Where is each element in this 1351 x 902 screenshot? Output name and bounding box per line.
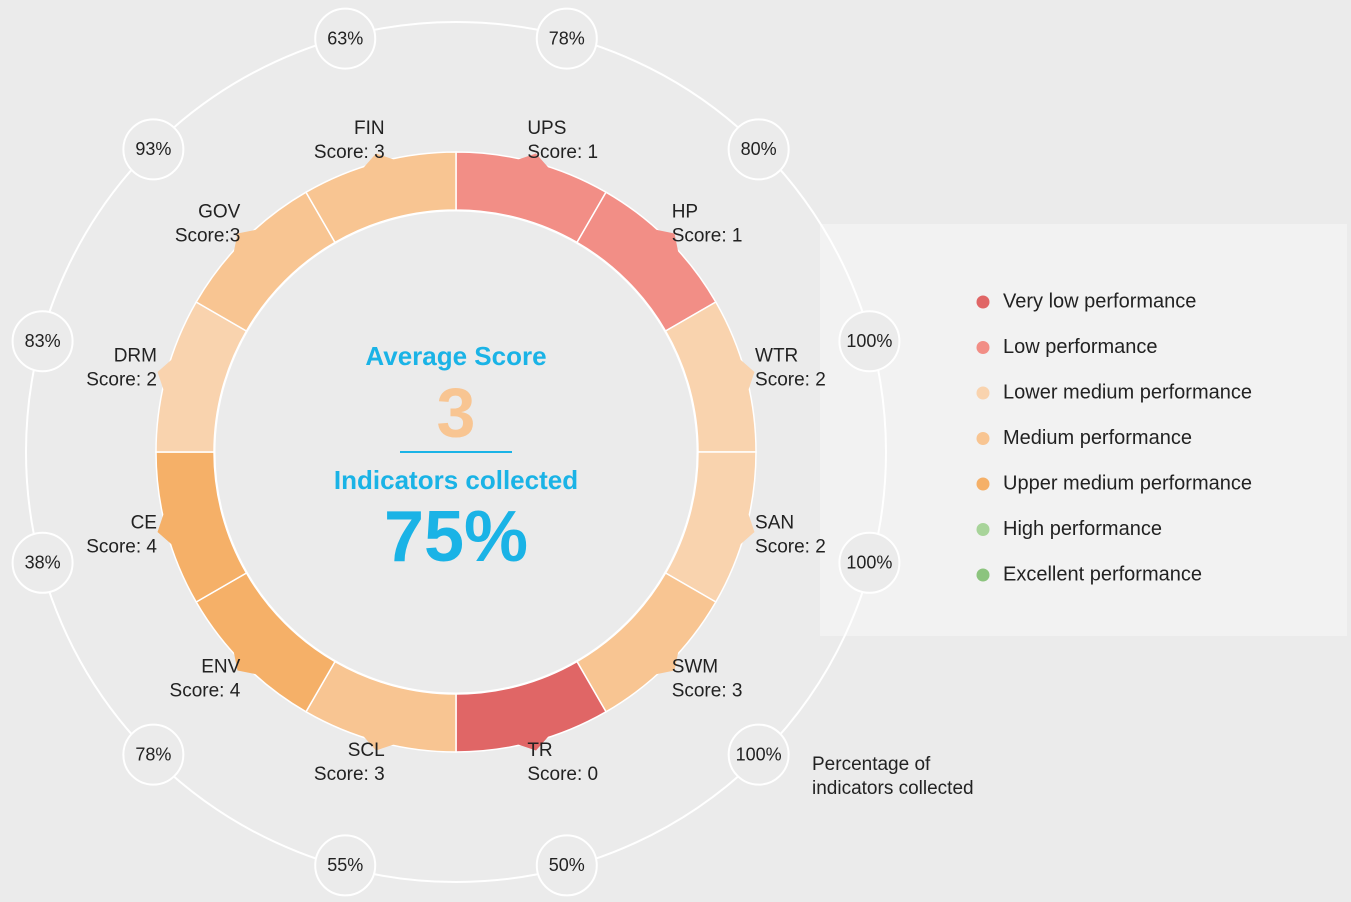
outer-ring xyxy=(25,21,887,883)
legend-label: Excellent performance xyxy=(1003,563,1202,585)
percentage-label: 100% xyxy=(846,331,892,351)
category-label: TR xyxy=(527,740,552,761)
percentage-label: 38% xyxy=(25,553,61,573)
percentage-badge xyxy=(122,723,185,786)
legend-dot xyxy=(976,523,990,536)
percentage-badge xyxy=(727,723,790,786)
category-label: ENV xyxy=(201,657,240,678)
center-value: 3 xyxy=(437,373,476,451)
legend-label: Low performance xyxy=(1003,336,1158,358)
segment-notch xyxy=(656,652,679,675)
percentage-badge xyxy=(838,531,901,594)
legend-dot xyxy=(976,341,990,354)
legend-label: Lower medium performance xyxy=(1003,381,1252,403)
percentage-badge xyxy=(314,834,377,897)
percentage-note: indicators collected xyxy=(812,778,974,799)
category-label: GOV xyxy=(198,201,241,222)
score-label: Score:3 xyxy=(175,225,240,246)
score-label: Score: 1 xyxy=(672,225,743,246)
segment-notch xyxy=(233,652,256,675)
segment-notch xyxy=(740,359,755,390)
percentage-badge xyxy=(535,7,598,70)
category-label: UPS xyxy=(527,118,566,139)
score-label: Score: 1 xyxy=(527,142,598,163)
percentage-label: 100% xyxy=(736,744,782,764)
score-label: Score: 4 xyxy=(86,536,157,557)
legend-dot xyxy=(976,295,990,309)
category-label: FIN xyxy=(354,118,385,139)
percentage-label: 93% xyxy=(135,139,171,159)
category-label: WTR xyxy=(755,346,798,367)
segment-notch xyxy=(157,514,172,545)
percentage-badge xyxy=(838,310,901,373)
center-title: Average Score xyxy=(365,341,546,371)
segment-notch xyxy=(363,736,394,751)
category-label: SCL xyxy=(348,740,385,761)
score-label: Score: 3 xyxy=(314,142,385,163)
category-label: SWM xyxy=(672,657,718,678)
score-label: Score: 3 xyxy=(672,681,743,702)
percentage-label: 83% xyxy=(25,331,61,351)
segment-notch xyxy=(518,153,549,168)
score-label: Score: 2 xyxy=(86,370,157,391)
segment-notch xyxy=(518,736,549,751)
center-value2: 75% xyxy=(384,497,528,577)
percentage-label: 50% xyxy=(549,855,585,875)
category-label: SAN xyxy=(755,512,794,533)
category-label: CE xyxy=(131,512,157,533)
segment-notch xyxy=(233,229,256,252)
score-label: Score: 2 xyxy=(755,536,826,557)
percentage-badge xyxy=(122,118,185,181)
percentage-label: 80% xyxy=(741,139,777,159)
percentage-badge xyxy=(314,7,377,70)
legend-dot xyxy=(976,432,990,445)
segment-notch xyxy=(656,229,679,252)
score-label: Score: 4 xyxy=(170,681,241,702)
percentage-label: 63% xyxy=(327,28,363,48)
score-label: Score: 3 xyxy=(314,764,385,785)
segment-notch xyxy=(740,514,755,545)
legend-label: High performance xyxy=(1003,518,1162,540)
percentage-label: 100% xyxy=(846,553,892,573)
legend-label: Medium performance xyxy=(1003,427,1192,449)
category-label: DRM xyxy=(114,346,157,367)
percentage-label: 78% xyxy=(135,744,171,764)
legend-label: Upper medium performance xyxy=(1003,472,1252,494)
percentage-label: 78% xyxy=(549,28,585,48)
segment xyxy=(304,151,457,244)
center-subtitle: Indicators collected xyxy=(334,465,578,495)
percentage-badge xyxy=(11,531,74,594)
percentage-label: 55% xyxy=(327,855,363,875)
legend-dot xyxy=(976,568,990,582)
score-label: Score: 2 xyxy=(755,370,826,391)
category-label: HP xyxy=(672,201,698,222)
legend-label: Very low performance xyxy=(1003,290,1196,312)
legend-dot xyxy=(976,477,990,491)
score-label: Score: 0 xyxy=(527,764,598,785)
percentage-note: Percentage of xyxy=(812,754,931,775)
percentage-badge xyxy=(727,118,790,181)
legend-dot xyxy=(976,386,990,400)
percentage-badge xyxy=(11,310,74,373)
segment-notch xyxy=(363,153,394,168)
percentage-badge xyxy=(535,834,598,897)
legend-box xyxy=(820,224,1347,636)
segment-notch xyxy=(157,359,172,390)
